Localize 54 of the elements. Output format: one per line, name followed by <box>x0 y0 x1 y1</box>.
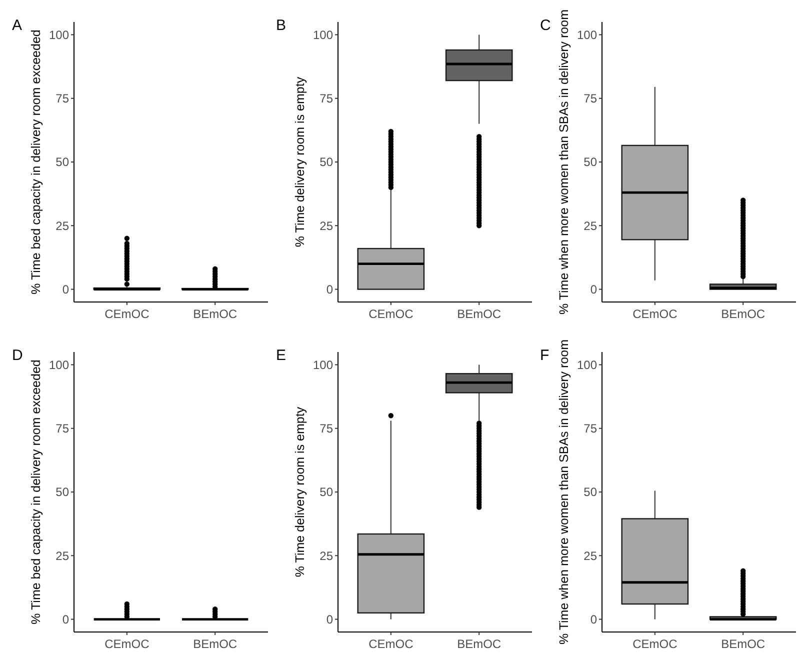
chart-title: A <box>12 17 22 34</box>
x-tick-label: CEmOC <box>104 637 150 651</box>
y-tick-label: 0 <box>590 282 598 296</box>
y-tick-label: 0 <box>326 282 334 296</box>
y-tick-label: 0 <box>590 612 598 626</box>
x-tick-label: BEmOC <box>457 307 502 321</box>
y-tick-label: 50 <box>584 485 598 500</box>
y-tick-label: 75 <box>56 92 70 106</box>
y-tick-label: 50 <box>56 155 70 170</box>
y-axis-title: % Time delivery room is empty <box>293 76 307 248</box>
y-tick-label: 75 <box>584 92 598 106</box>
y-tick-label: 75 <box>320 92 334 106</box>
y-tick-label: 75 <box>320 422 334 436</box>
y-tick-label: 75 <box>56 422 70 436</box>
y-axis-title: % Time bed capacity in delivery room exceeded <box>29 360 43 624</box>
y-tick-label: 50 <box>320 485 334 500</box>
x-tick-label: CEmOC <box>104 307 150 321</box>
y-axis-title: % Time when more women than SBAs in delivery room <box>557 10 571 314</box>
x-tick-label: CEmOC <box>632 307 678 321</box>
y-tick-label: 100 <box>576 358 598 372</box>
y-tick-label: 100 <box>48 28 70 42</box>
y-tick-label: 100 <box>576 28 598 42</box>
x-tick-label: BEmOC <box>721 637 766 651</box>
y-tick-label: 100 <box>312 28 334 42</box>
x-tick-label: BEmOC <box>193 637 238 651</box>
x-tick-label: CEmOC <box>632 637 678 651</box>
x-tick-label: BEmOC <box>457 637 502 651</box>
y-tick-label: 50 <box>584 155 598 170</box>
y-tick-label: 25 <box>320 548 334 563</box>
y-tick-label: 25 <box>56 218 70 233</box>
chart-title: B <box>276 17 286 34</box>
y-tick-label: 0 <box>62 612 70 626</box>
x-tick-label: BEmOC <box>193 307 238 321</box>
x-tick-label: CEmOC <box>368 307 414 321</box>
y-tick-label: 100 <box>312 358 334 372</box>
y-tick-label: 0 <box>62 282 70 296</box>
y-tick-label: 75 <box>584 422 598 436</box>
y-tick-label: 100 <box>48 358 70 372</box>
y-tick-label: 50 <box>320 155 334 170</box>
chart-title: E <box>276 347 286 364</box>
chart-title: C <box>540 17 551 34</box>
x-tick-label: CEmOC <box>368 637 414 651</box>
chart-title: F <box>540 347 550 364</box>
y-axis-title: % Time when more women than SBAs in delivery room <box>557 340 571 644</box>
x-tick-label: BEmOC <box>721 307 766 321</box>
chart-title: D <box>12 347 23 364</box>
y-axis-title: % Time bed capacity in delivery room exceeded <box>29 30 43 294</box>
y-axis-title: % Time delivery room is empty <box>293 406 307 578</box>
y-tick-label: 50 <box>56 485 70 500</box>
y-tick-label: 25 <box>584 218 598 233</box>
y-tick-label: 25 <box>584 548 598 563</box>
y-tick-label: 25 <box>56 548 70 563</box>
y-tick-label: 25 <box>320 218 334 233</box>
y-tick-label: 0 <box>326 612 334 626</box>
